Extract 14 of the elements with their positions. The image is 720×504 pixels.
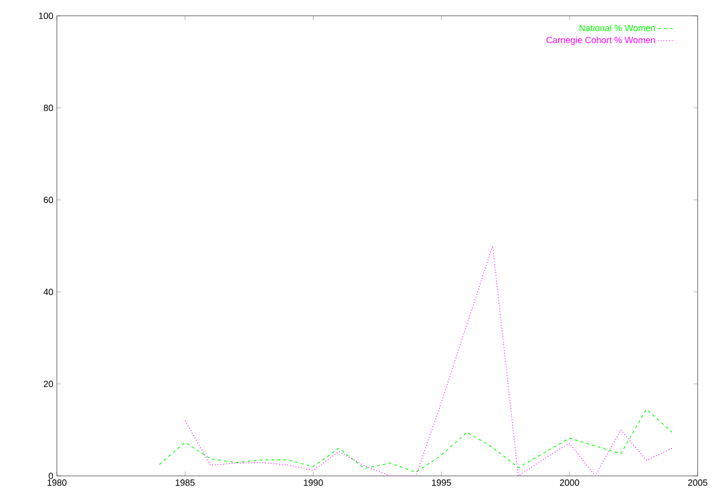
y-tick-label: 100 (39, 12, 54, 20)
legend-label: National % Women (580, 24, 655, 32)
x-tick-label: 1995 (432, 479, 451, 486)
y-tick-label: 60 (44, 196, 54, 204)
y-tick-label: 40 (44, 288, 54, 296)
y-tick-label: 0 (48, 472, 54, 480)
x-tick-label: 2000 (560, 479, 580, 486)
x-tick-label: 1985 (176, 479, 195, 486)
x-tick-label: 1980 (48, 479, 67, 486)
legend-label: Carnegie Cohort % Women (546, 36, 655, 45)
x-tick-label: 1990 (304, 479, 323, 486)
x-tick-label: 2005 (688, 479, 708, 486)
y-tick-label: 20 (44, 380, 54, 388)
y-tick-label: 80 (44, 104, 54, 112)
